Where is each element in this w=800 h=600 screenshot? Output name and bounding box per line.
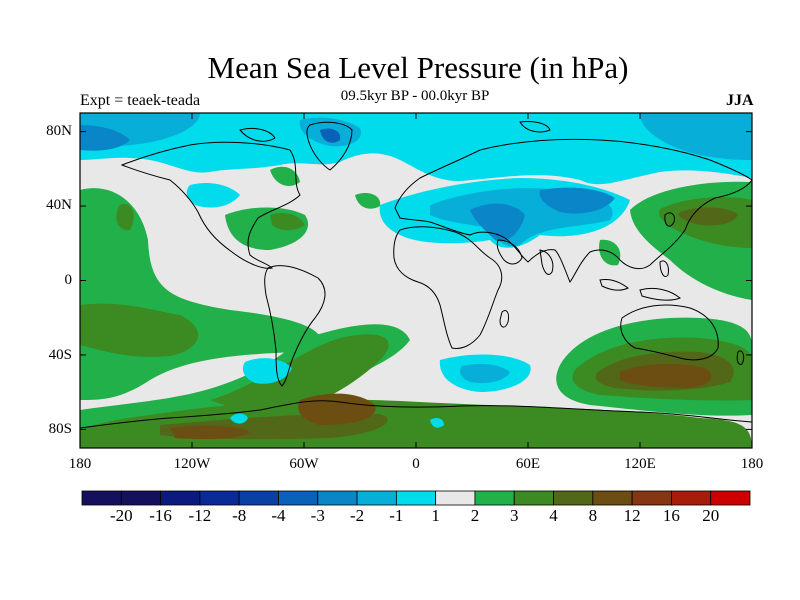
colorbar-label: 2 bbox=[470, 506, 480, 525]
colorbar-label: 16 bbox=[662, 506, 680, 525]
colorbar-label: -8 bbox=[232, 506, 247, 525]
lon-label-180w: 180 bbox=[68, 456, 92, 472]
colorbar-swatch bbox=[395, 490, 437, 506]
colorbar-swatch bbox=[553, 490, 594, 506]
contour-fill bbox=[80, 113, 752, 448]
colorbar-swatch bbox=[671, 490, 712, 506]
colorbar-label: -4 bbox=[271, 506, 286, 525]
colorbar-swatch bbox=[592, 490, 633, 506]
axis-ticks bbox=[79, 113, 753, 448]
colorbar-swatch bbox=[474, 490, 515, 506]
colorbar-swatch bbox=[81, 490, 122, 506]
colorbar-label: -2 bbox=[349, 506, 365, 525]
lat-label-80n: 80N bbox=[46, 123, 72, 139]
colorbar-label: -20 bbox=[109, 506, 133, 525]
map-title: Mean Sea Level Pressure (in hPa) bbox=[207, 50, 629, 85]
colorbar-swatch bbox=[317, 490, 358, 506]
lon-label-120e: 120E bbox=[624, 456, 656, 472]
colorbar-label: 20 bbox=[702, 506, 720, 525]
lat-label-40s: 40S bbox=[48, 347, 72, 363]
colorbar-label: 12 bbox=[623, 506, 641, 525]
lon-label-180e: 180 bbox=[740, 456, 764, 472]
colorbar-label: -3 bbox=[310, 506, 325, 525]
colorbar-label: -16 bbox=[149, 506, 172, 525]
colorbar-label: -1 bbox=[389, 506, 404, 525]
colorbar-swatch bbox=[435, 490, 476, 506]
colorbar-label: 1 bbox=[431, 506, 440, 525]
colorbar-swatch bbox=[278, 490, 319, 506]
colorbar-swatch bbox=[120, 490, 161, 506]
lon-label-0: 0 bbox=[412, 456, 420, 472]
lat-label-equator: 0 bbox=[64, 272, 73, 288]
colorbar-swatch bbox=[356, 490, 397, 506]
lat-label-40n: 40N bbox=[46, 197, 72, 213]
colorbar-swatch bbox=[710, 490, 751, 506]
colorbar-swatch bbox=[513, 490, 554, 506]
lat-label-80s: 80S bbox=[48, 421, 72, 437]
lon-label-120w: 120W bbox=[173, 456, 211, 472]
colorbar-label: 4 bbox=[549, 506, 558, 525]
colorbar-label: 3 bbox=[509, 506, 519, 525]
colorbar-swatch bbox=[631, 490, 672, 506]
coastlines bbox=[80, 121, 752, 429]
colorbar bbox=[81, 490, 751, 506]
colorbar-label: 8 bbox=[588, 506, 598, 525]
lon-label-60e: 60E bbox=[515, 456, 541, 472]
colorbar-swatch bbox=[160, 490, 201, 506]
lon-label-60w: 60W bbox=[289, 456, 319, 472]
experiment-label: Expt = teaek-teada bbox=[80, 92, 201, 109]
season-label: JJA bbox=[726, 92, 754, 109]
period-label: 09.5kyr BP - 00.0kyr BP bbox=[340, 88, 490, 104]
colorbar-swatch bbox=[238, 490, 279, 506]
colorbar-label: -12 bbox=[188, 506, 212, 525]
colorbar-swatch bbox=[199, 490, 240, 506]
